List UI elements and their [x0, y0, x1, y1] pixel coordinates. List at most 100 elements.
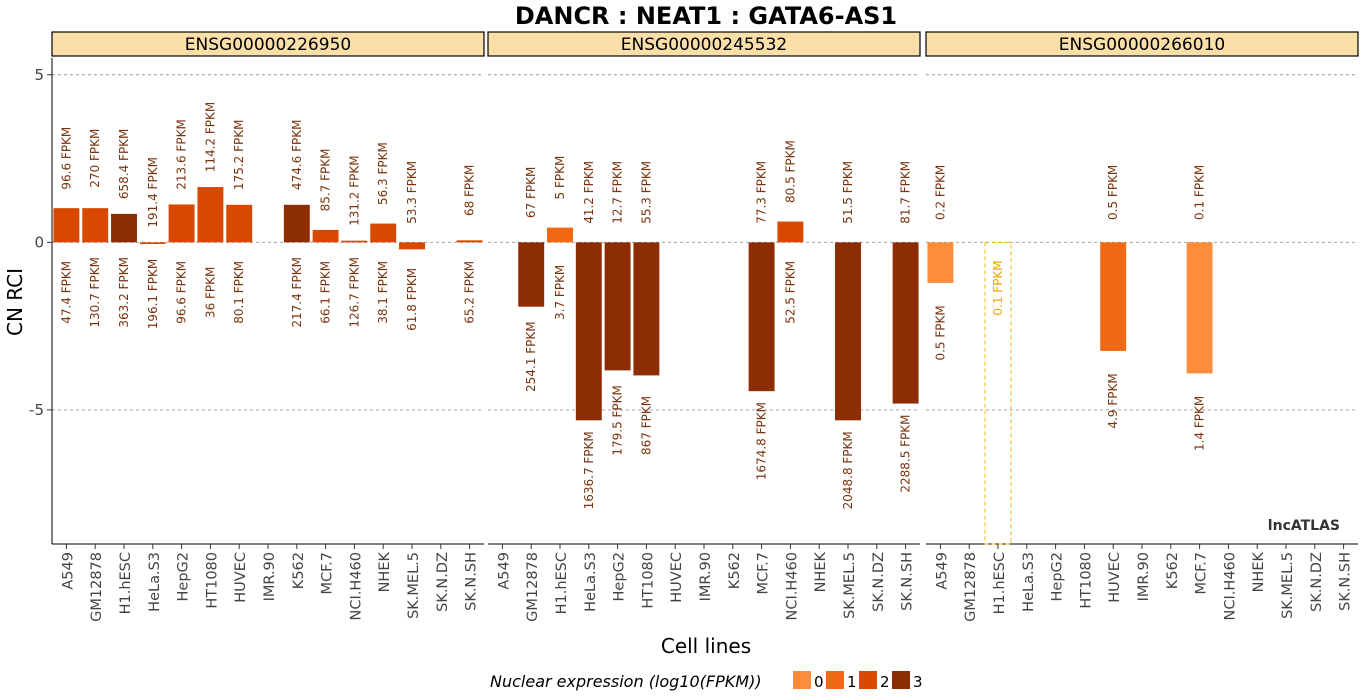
facet-strip	[51, 31, 485, 57]
chart-title: DANCR : NEAT1 : GATA6-AS1	[515, 2, 897, 30]
nucleus-fpkm-label: 130.7 FPKM	[88, 257, 102, 328]
bar	[748, 242, 775, 392]
x-tick-label: MCF.7	[320, 552, 336, 594]
nucleus-fpkm-label: 52.5 FPKM	[783, 261, 797, 324]
cytoplasm-fpkm-label: 658.4 FPKM	[117, 129, 131, 200]
x-tick-label: HUVEC	[1107, 552, 1123, 603]
bar	[399, 242, 425, 250]
cytoplasm-fpkm-label: 191.4 FPKM	[146, 157, 160, 228]
bar	[835, 242, 861, 421]
facet-panel: ENSG00000245532 A549 GM12878 H1.hESC HeLa.S3…	[487, 31, 921, 622]
x-tick-label: SK.MEL.5	[1280, 552, 1296, 619]
y-tick-label: 0	[34, 233, 44, 251]
legend-swatch	[859, 671, 877, 689]
legend-swatch	[793, 671, 811, 689]
x-tick-label: NCI.H460	[1222, 552, 1238, 620]
cytoplasm-fpkm-label: 55.3 FPKM	[639, 161, 653, 224]
nucleus-fpkm-label: 2048.8 FPKM	[841, 431, 855, 509]
y-axis-label: CN RCI	[3, 268, 27, 336]
x-tick-label: H1.hESC	[118, 552, 134, 614]
legend-label: 1	[847, 673, 857, 691]
nucleus-fpkm-label: 867 FPKM	[639, 396, 653, 455]
nucleus-fpkm-label: 254.1 FPKM	[524, 321, 538, 392]
cytoplasm-fpkm-label: 270 FPKM	[88, 129, 102, 188]
cytoplasm-fpkm-label: 114.2 FPKM	[203, 102, 217, 173]
x-tick-label: GM12878	[963, 552, 979, 622]
bar	[139, 242, 166, 245]
facet-panels: ENSG00000226950 A549 GM12878 H1.hESC HeLa.S3…	[51, 31, 1359, 622]
x-tick-label: SK.MEL.5	[842, 552, 858, 619]
nucleus-fpkm-label: 47.4 FPKM	[59, 261, 73, 324]
bar	[226, 204, 253, 243]
legend-label: 3	[913, 673, 923, 691]
x-tick-label: MCF.7	[756, 552, 772, 594]
nucleus-fpkm-label: 38.1 FPKM	[376, 261, 390, 324]
x-tick-label: IMR.90	[1136, 552, 1152, 601]
facet-strip-label: ENSG00000226950	[185, 35, 351, 55]
y-tick-label: -5	[29, 401, 44, 419]
facet-panel: ENSG00000266010 A549 GM12878 H1.hESC HeLa.S3…	[925, 31, 1359, 622]
x-tick-label: SK.N.SH	[900, 552, 916, 611]
cytoplasm-fpkm-label: 131.2 FPKM	[347, 155, 361, 226]
x-tick-label: HeLa.S3	[1021, 552, 1037, 612]
x-tick-label: HT1080	[640, 552, 656, 609]
bar	[82, 208, 109, 243]
nucleus-fpkm-label: 196.1 FPKM	[146, 259, 160, 330]
cytoplasm-fpkm-label: 85.7 FPKM	[319, 148, 333, 211]
nucleus-fpkm-label: 80.1 FPKM	[232, 261, 246, 324]
legend-title: Nuclear expression (log10(FPKM))	[490, 672, 762, 691]
bar	[633, 242, 660, 376]
x-tick-label: A549	[60, 552, 76, 590]
cytoplasm-fpkm-label: 68 FPKM	[463, 165, 477, 216]
bar	[53, 208, 80, 243]
x-axis-label: Cell lines	[661, 634, 751, 658]
legend-swatch	[892, 671, 910, 689]
bar	[1100, 242, 1127, 351]
nucleus-fpkm-label: 96.6 FPKM	[175, 261, 189, 324]
bar	[777, 221, 804, 243]
x-tick-label: A549	[934, 552, 950, 590]
x-tick-label: HUVEC	[669, 552, 685, 603]
nucleus-fpkm-label: 66.1 FPKM	[319, 261, 333, 324]
bar	[341, 240, 368, 243]
x-tick-label: SK.N.SH	[464, 552, 480, 611]
cytoplasm-fpkm-label: 56.3 FPKM	[376, 142, 390, 205]
nucleus-fpkm-label: 2288.5 FPKM	[899, 414, 913, 492]
bar	[197, 187, 224, 243]
x-tick-label: HeLa.S3	[147, 552, 163, 612]
x-tick-label: HepG2	[1050, 552, 1066, 602]
cytoplasm-fpkm-label: 81.7 FPKM	[899, 161, 913, 224]
nucleus-fpkm-label: 126.7 FPKM	[347, 257, 361, 328]
cytoplasm-fpkm-label: 53.3 FPKM	[405, 161, 419, 224]
x-tick-label: A549	[496, 552, 512, 590]
x-tick-label: HT1080	[204, 552, 220, 609]
nucleus-fpkm-label: 36 FPKM	[203, 267, 217, 318]
bar	[283, 204, 310, 243]
nucleus-fpkm-label: 1636.7 FPKM	[582, 431, 596, 509]
bar	[312, 229, 339, 243]
cytoplasm-fpkm-label: 213.6 FPKM	[175, 119, 189, 190]
x-tick-label: HepG2	[612, 552, 628, 602]
x-tick-label: HT1080	[1078, 552, 1094, 609]
bar	[547, 227, 573, 243]
x-tick-label: K562	[727, 552, 743, 589]
x-tick-label: K562	[291, 552, 307, 589]
nucleus-fpkm-label: 3.7 FPKM	[553, 265, 567, 320]
facet-strip	[487, 31, 921, 57]
cytoplasm-fpkm-label: 0.5 FPKM	[1106, 165, 1120, 220]
cytoplasm-fpkm-label: 77.3 FPKM	[755, 161, 769, 224]
x-tick-label: H1.hESC	[554, 552, 570, 614]
y-tick-label: 5	[34, 66, 44, 84]
legend-swatch	[826, 671, 844, 689]
legend-label: 2	[880, 673, 890, 691]
cytoplasm-fpkm-label: 41.2 FPKM	[582, 161, 596, 224]
bar	[892, 242, 919, 404]
nucleus-fpkm-label: 61.8 FPKM	[405, 268, 419, 331]
nucleus-fpkm-label: 1.4 FPKM	[1193, 396, 1207, 451]
x-tick-label: NCI.H460	[784, 552, 800, 620]
bar	[518, 242, 545, 307]
cytoplasm-fpkm-label: 80.5 FPKM	[783, 140, 797, 203]
x-tick-label: HepG2	[176, 552, 192, 602]
x-tick-label: SK.MEL.5	[406, 552, 422, 619]
